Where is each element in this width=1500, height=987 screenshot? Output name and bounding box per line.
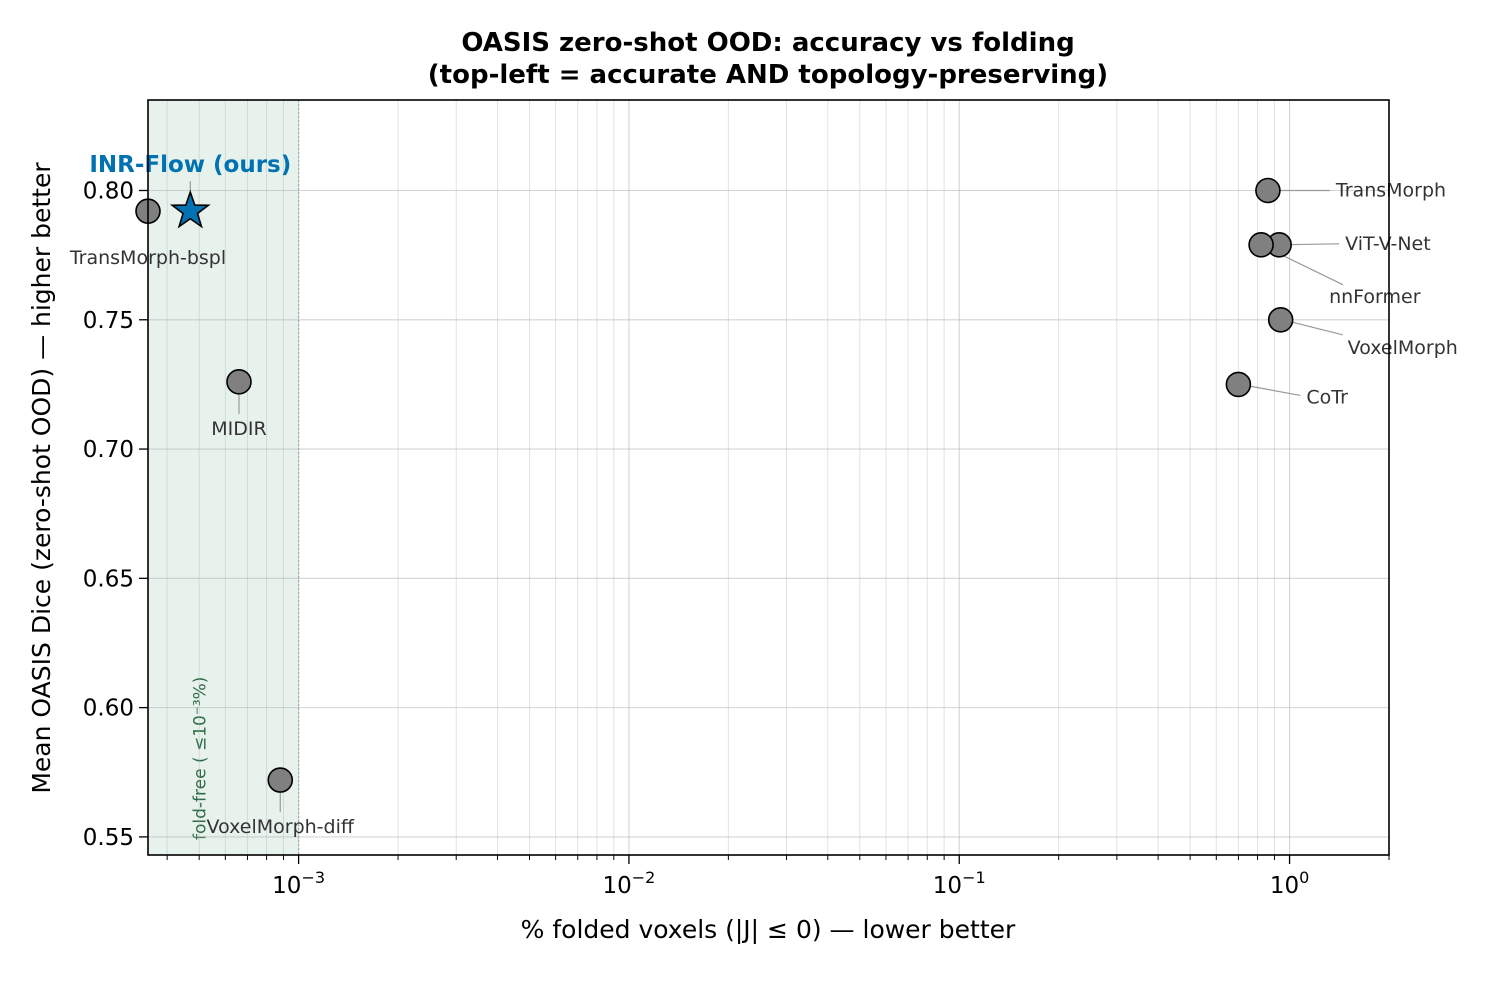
ticks-layer: 0.55 0.60 0.65 0.70 0.75 0.80 10−3 10−2 10−1 100: [83, 178, 1390, 899]
data-point: [1267, 306, 1294, 333]
y-tick-label: 0.55: [83, 825, 134, 851]
ours-label: INR-Flow (ours): [89, 152, 291, 178]
shaded-region-layer: fold-free ( ≤10⁻³%): [148, 100, 300, 855]
point-label: TransMorph: [1335, 179, 1446, 201]
y-tick-label: 0.80: [83, 178, 134, 204]
x-tick-label: 10−2: [602, 868, 655, 899]
point-label: nnFormer: [1329, 286, 1421, 308]
y-tick-label: 0.60: [83, 696, 134, 722]
annotation-line: [1288, 320, 1343, 336]
data-point: [267, 767, 294, 793]
ours-star-marker: [169, 189, 211, 229]
y-axis-label: Mean OASIS Dice (zero-shot OOD) — higher…: [27, 162, 56, 794]
chart-title-line1: OASIS zero-shot OOD: accuracy vs folding: [461, 28, 1074, 58]
fold-free-label: fold-free ( ≤10⁻³%): [190, 677, 210, 840]
point-label: CoTr: [1306, 386, 1348, 408]
plot-frame: [147, 99, 1390, 856]
data-point: [1255, 177, 1281, 204]
annotation-line: [1287, 243, 1340, 246]
fold-free-region: [148, 100, 299, 855]
data-point: [1225, 371, 1252, 398]
x-tick-label: 10−3: [272, 868, 325, 899]
point-label: MIDIR: [211, 418, 266, 440]
chart-title-line2: (top-left = accurate AND topology-preser…: [428, 60, 1108, 90]
y-tick-label: 0.70: [83, 437, 134, 463]
grid-layer: [148, 100, 1390, 855]
annotation-lines-layer: [189, 181, 1344, 813]
point-label: VoxelMorph-diff: [207, 816, 355, 838]
y-tick-label: 0.75: [83, 308, 134, 334]
x-tick-label: 10−1: [933, 868, 986, 899]
data-point: [1248, 231, 1274, 258]
point-label: ViT-V-Net: [1345, 233, 1431, 255]
annotation-line: [1246, 384, 1301, 397]
point-label: VoxelMorph: [1348, 337, 1458, 359]
x-tick-label: 100: [1270, 868, 1309, 899]
points-layer: [135, 177, 1294, 793]
data-point: [226, 369, 252, 395]
x-axis-label: % folded voxels (|J| ≤ 0) — lower better: [521, 915, 1016, 944]
y-tick-label: 0.65: [83, 566, 134, 592]
